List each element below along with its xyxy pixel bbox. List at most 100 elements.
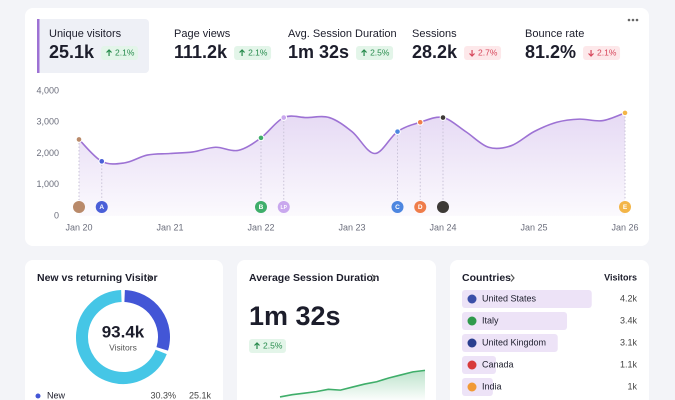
kpi-value: 81.2%	[525, 42, 576, 62]
arrow-down	[588, 50, 594, 57]
y-tick-label: 4,000	[36, 85, 59, 95]
line	[279, 369, 426, 398]
change-badge	[583, 46, 621, 60]
visitor-card	[25, 260, 223, 400]
y-tick-label: 2,000	[36, 148, 59, 158]
legend-percent: 30.3%	[150, 390, 176, 400]
y-tick-label: 3,000	[36, 117, 59, 127]
flag	[467, 338, 477, 348]
donut-center-value: 93.4k	[102, 322, 145, 341]
marker-icon[interactable]	[73, 201, 85, 213]
kpi-value: 25.1k	[49, 42, 95, 62]
change-value: 2.1%	[248, 47, 268, 57]
card-title[interactable]: New vs returning Visitor	[37, 272, 158, 284]
arrow-up	[239, 49, 246, 56]
marker-label: A	[99, 204, 104, 211]
marker-dot	[280, 114, 288, 121]
flag	[467, 294, 477, 304]
column-heading: Visitors	[604, 272, 637, 282]
marker-label: D	[418, 204, 423, 211]
change-value: 2.5%	[263, 340, 283, 350]
kpi-label[interactable]: Unique visitors	[49, 28, 122, 40]
x-tick-label: Jan 23	[338, 222, 365, 232]
marker-label: C	[395, 204, 400, 211]
kpi-active-edge	[37, 19, 40, 73]
arrow-up	[254, 342, 260, 349]
kpi-label[interactable]: Page views	[174, 28, 231, 40]
marker-icon[interactable]	[255, 201, 267, 213]
marker-label: LP	[281, 205, 288, 211]
legend-dot	[35, 393, 41, 399]
kpi-label[interactable]: Avg. Session Duration	[288, 28, 397, 40]
country-name: United States	[482, 293, 537, 303]
marker-icon[interactable]	[95, 201, 108, 213]
kpi-label[interactable]: Bounce rate	[525, 28, 584, 40]
y-tick-label: 0	[54, 210, 59, 220]
headline: 1m 32s	[249, 301, 341, 331]
marker-dot	[98, 158, 106, 165]
more-menu[interactable]	[627, 18, 639, 22]
donut-center-label: Visitors	[109, 342, 137, 352]
session-card	[237, 260, 436, 400]
marker-icon[interactable]	[391, 201, 404, 213]
country-name: Italy	[482, 315, 499, 325]
arrow-up	[106, 49, 112, 56]
marker-icon[interactable]	[619, 201, 631, 213]
x-tick-label: Jan 21	[156, 222, 183, 232]
card-title[interactable]: Countries	[462, 272, 511, 284]
y-tick-label: 1,000	[36, 179, 59, 189]
x-tick-label: Jan 20	[65, 222, 92, 232]
arrow-up	[361, 49, 367, 56]
legend-count: 25.1k	[189, 390, 212, 400]
marker-icon[interactable]	[437, 201, 449, 213]
kpi-value: 28.2k	[412, 42, 458, 62]
change-badge	[249, 339, 286, 353]
legend-label: New	[47, 390, 66, 400]
marker-dot	[621, 109, 629, 117]
bar	[462, 290, 592, 308]
area-fill	[280, 370, 425, 400]
value-label: 1k	[627, 381, 637, 391]
change-value: 2.7%	[478, 47, 498, 57]
country-name: India	[482, 381, 502, 391]
marker-label: E	[623, 204, 628, 211]
x-tick-label: Jan 24	[429, 222, 456, 232]
marker-dot	[257, 134, 265, 142]
marker-icon[interactable]	[277, 201, 290, 213]
marker-dot	[439, 114, 447, 121]
change-value: 2.1%	[597, 47, 617, 57]
area-fill	[79, 112, 625, 216]
country-name: Canada	[482, 359, 514, 369]
change-badge	[464, 46, 502, 60]
marker-dot	[394, 128, 401, 135]
x-tick-label: Jan 22	[247, 222, 274, 232]
x-tick-label: Jan 26	[611, 222, 638, 232]
kpi-label[interactable]: Sessions	[412, 28, 457, 40]
change-badge	[101, 46, 139, 60]
donut-segment	[124, 290, 170, 351]
value-label: 1.1k	[620, 359, 638, 369]
bar	[462, 356, 496, 374]
marker-icon[interactable]	[414, 201, 427, 213]
caret	[371, 274, 376, 282]
arrow-down	[469, 50, 475, 57]
kpi-value: 1m 32s	[288, 42, 349, 62]
value-label: 4.2k	[620, 293, 638, 303]
country-name: United Kingdom	[482, 337, 546, 347]
line	[78, 112, 626, 165]
bar	[462, 312, 568, 330]
card-title[interactable]: Average Session Duration	[249, 272, 379, 284]
donut-segment	[76, 290, 167, 384]
flag	[467, 382, 477, 392]
caret	[510, 274, 515, 282]
flag	[467, 316, 477, 326]
change-badge	[234, 46, 272, 60]
value-label: 3.1k	[620, 337, 638, 347]
bar	[462, 334, 558, 352]
marker-dot	[416, 118, 424, 126]
x-tick-label: Jan 25	[520, 222, 547, 232]
bar	[462, 378, 493, 396]
value-label: 3.4k	[620, 315, 638, 325]
